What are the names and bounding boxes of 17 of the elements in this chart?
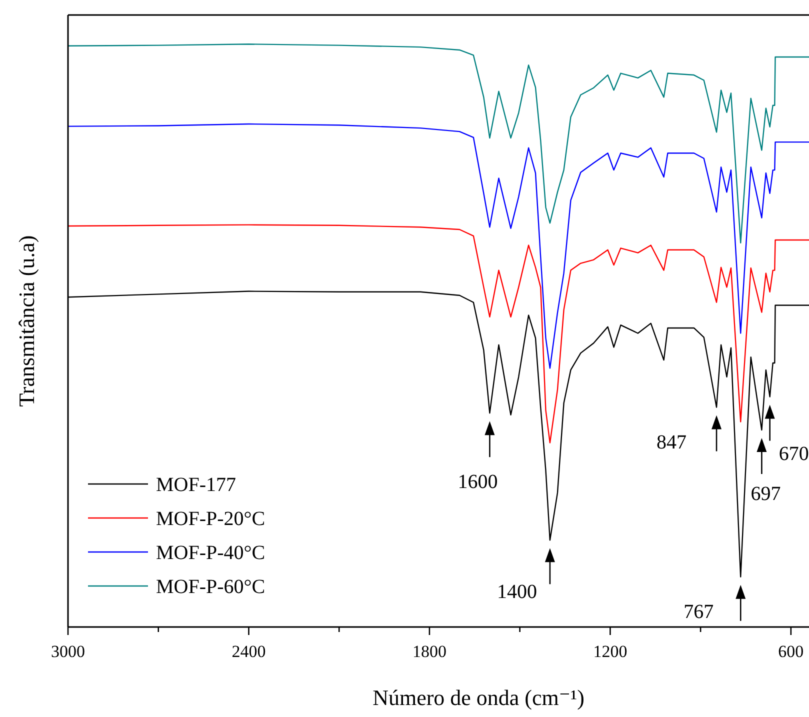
x-axis-title: Número de onda (cm⁻¹) xyxy=(372,685,584,710)
y-axis-title: Transmitância (u.a) xyxy=(14,235,39,407)
x-tick-label: 1200 xyxy=(593,642,628,661)
x-tick-label: 1800 xyxy=(412,642,446,661)
legend-label: MOF-P-20°C xyxy=(156,508,266,530)
x-tick-label: 2400 xyxy=(232,642,266,661)
legend-label: MOF-P-40°C xyxy=(156,542,266,564)
annotation: 767 xyxy=(684,600,714,623)
x-tick-label: 600 xyxy=(778,642,804,661)
legend-label: MOF-P-60°C xyxy=(156,576,266,598)
legend-label: MOF-177 xyxy=(156,474,236,496)
x-tick-label: 3000 xyxy=(51,642,85,661)
annotation: 670 xyxy=(778,442,809,465)
annotation: 1600 xyxy=(458,471,498,494)
annotation: 847 xyxy=(656,431,687,454)
annotation: 697 xyxy=(750,482,781,505)
annotation: 1400 xyxy=(496,581,537,604)
